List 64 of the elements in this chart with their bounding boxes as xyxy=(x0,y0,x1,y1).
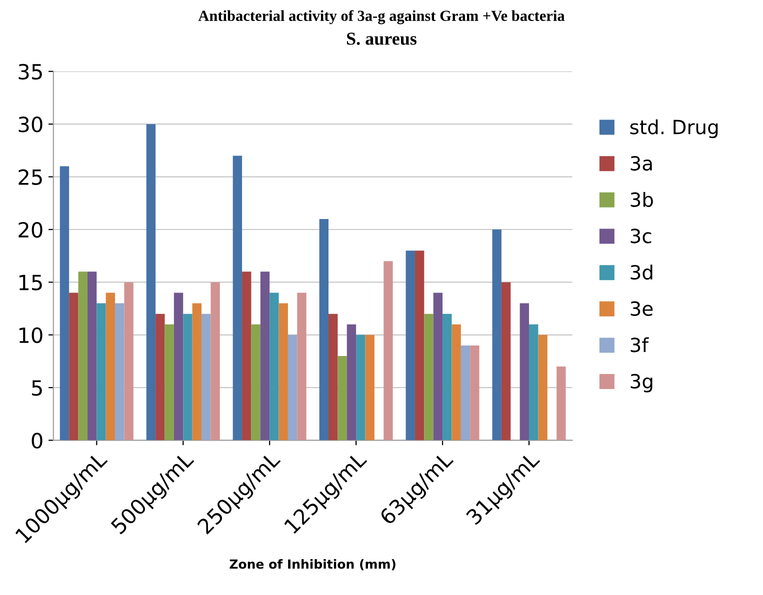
legend-label: 3a xyxy=(630,156,652,171)
bar xyxy=(328,314,338,440)
bar xyxy=(288,334,298,440)
bar xyxy=(210,282,220,440)
bar xyxy=(346,324,356,440)
x-axis-title: Zone of Inhibition (mm) xyxy=(230,559,396,570)
bar xyxy=(556,366,566,440)
bar xyxy=(356,334,366,440)
bar xyxy=(183,314,192,440)
legend-label: 3c xyxy=(630,228,652,244)
bar xyxy=(69,292,78,440)
y-tick-label: 30 xyxy=(18,116,42,132)
legend-label: 3d xyxy=(630,264,652,280)
bar xyxy=(414,250,424,440)
bar xyxy=(242,272,252,440)
bar xyxy=(442,314,452,440)
bar xyxy=(297,292,306,440)
legend-label: 3b xyxy=(630,192,653,208)
chart-subtitle: S. aureus xyxy=(347,32,417,45)
bar xyxy=(365,334,374,440)
bar xyxy=(260,272,270,440)
bar xyxy=(433,292,443,440)
bar xyxy=(251,324,260,440)
bar xyxy=(146,124,156,440)
bar xyxy=(470,345,480,440)
bar xyxy=(529,324,538,440)
bar xyxy=(201,314,211,440)
chart-title: Antibacterial activity of 3a-g against Gram +Ve bacteria xyxy=(198,10,565,24)
legend-label: std. Drug xyxy=(630,119,718,138)
legend-label: 3f xyxy=(630,337,649,352)
y-tick-label: 35 xyxy=(18,64,42,80)
bar xyxy=(338,356,347,440)
bar xyxy=(278,303,288,440)
bar xyxy=(106,292,116,440)
bar xyxy=(232,156,242,440)
y-tick-label: 20 xyxy=(18,222,42,238)
bar xyxy=(520,303,530,440)
bar xyxy=(384,261,393,440)
bar xyxy=(424,314,434,440)
bar xyxy=(460,345,470,440)
legend-label: 3g xyxy=(630,374,652,392)
bar xyxy=(156,314,165,440)
y-tick-label: 0 xyxy=(32,432,42,449)
bar xyxy=(78,272,88,440)
bar xyxy=(501,282,511,440)
bar xyxy=(538,334,548,440)
bar xyxy=(96,303,106,440)
legend-label: 3e xyxy=(630,301,653,316)
bar xyxy=(452,324,461,440)
bar xyxy=(174,292,184,440)
y-tick-label: 25 xyxy=(18,169,42,186)
y-tick-label: 15 xyxy=(19,274,42,290)
bar xyxy=(319,218,329,440)
bar xyxy=(192,303,202,440)
bar xyxy=(60,166,70,440)
bar xyxy=(270,292,279,440)
y-tick-label: 10 xyxy=(19,327,42,344)
bar xyxy=(124,282,134,440)
bar xyxy=(406,250,415,440)
bar xyxy=(164,324,174,440)
bar xyxy=(492,230,502,440)
bar xyxy=(87,272,97,440)
bar xyxy=(115,303,124,440)
y-tick-label: 5 xyxy=(32,380,42,396)
